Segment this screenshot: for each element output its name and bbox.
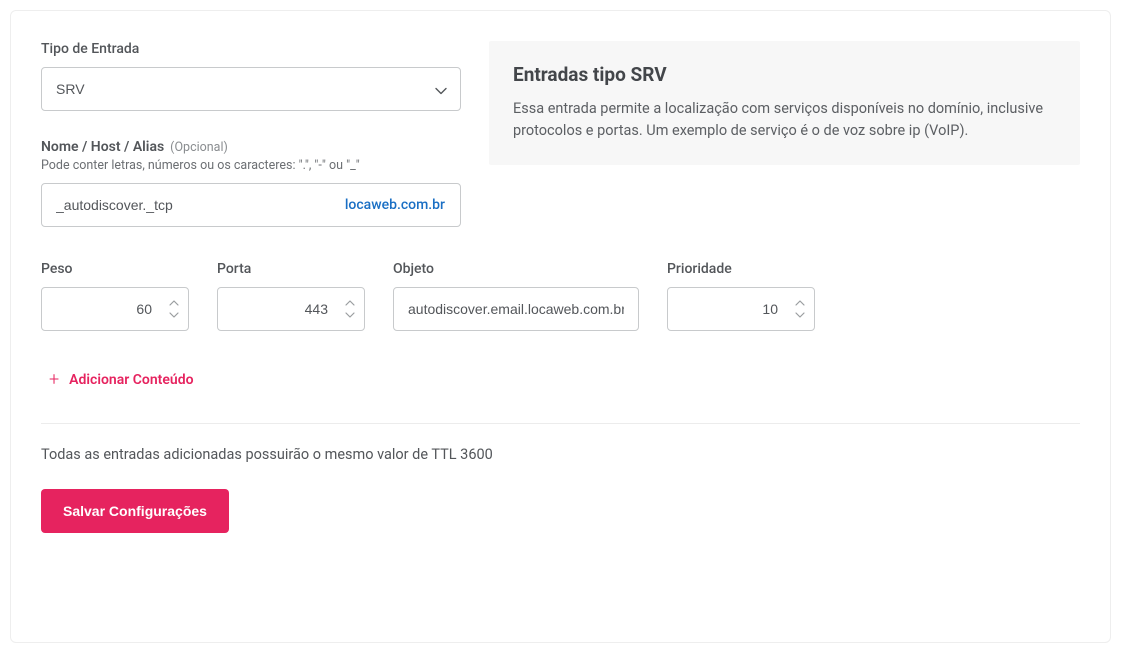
host-label: Nome / Host / Alias	[41, 139, 164, 155]
porta-field: Porta	[217, 261, 365, 331]
top-row: Tipo de Entrada Nome / Host / Alias (Opc…	[41, 41, 1080, 227]
peso-label: Peso	[41, 261, 189, 277]
prioridade-input-wrap	[667, 287, 815, 331]
host-optional: (Opcional)	[170, 140, 228, 155]
prioridade-step-up[interactable]	[793, 298, 807, 308]
peso-field: Peso	[41, 261, 189, 331]
porta-label: Porta	[217, 261, 365, 277]
ttl-note: Todas as entradas adicionadas possuirão …	[41, 446, 1080, 463]
entry-type-select-wrap	[41, 67, 461, 111]
entry-type-select[interactable]	[41, 67, 461, 111]
dns-entry-card: Tipo de Entrada Nome / Host / Alias (Opc…	[10, 10, 1111, 643]
host-input-wrap: locaweb.com.br	[41, 183, 461, 227]
porta-input-wrap	[217, 287, 365, 331]
host-label-row: Nome / Host / Alias (Opcional)	[41, 139, 461, 155]
prioridade-label: Prioridade	[667, 261, 815, 277]
info-panel-description: Essa entrada permite a localização com s…	[513, 98, 1056, 143]
fields-row: Peso Porta Objeto	[41, 261, 1080, 331]
prioridade-stepper	[793, 298, 807, 320]
add-content-button[interactable]: + Adicionar Conteúdo	[41, 371, 1080, 389]
porta-stepper	[343, 298, 357, 320]
host-hint: Pode conter letras, números ou os caract…	[41, 158, 461, 173]
info-panel-title: Entradas tipo SRV	[513, 63, 1056, 86]
plus-icon: +	[49, 371, 59, 389]
peso-step-down[interactable]	[167, 310, 181, 320]
add-content-label: Adicionar Conteúdo	[69, 372, 193, 388]
entry-type-label: Tipo de Entrada	[41, 41, 461, 57]
peso-step-up[interactable]	[167, 298, 181, 308]
porta-step-up[interactable]	[343, 298, 357, 308]
objeto-input[interactable]	[393, 287, 639, 331]
peso-stepper	[167, 298, 181, 320]
save-button[interactable]: Salvar Configurações	[41, 489, 229, 533]
prioridade-field: Prioridade	[667, 261, 815, 331]
objeto-field: Objeto	[393, 261, 639, 331]
host-section: Nome / Host / Alias (Opcional) Pode cont…	[41, 139, 461, 227]
objeto-label: Objeto	[393, 261, 639, 277]
divider	[41, 423, 1080, 424]
prioridade-step-down[interactable]	[793, 310, 807, 320]
peso-input-wrap	[41, 287, 189, 331]
entry-type-section: Tipo de Entrada Nome / Host / Alias (Opc…	[41, 41, 461, 227]
info-panel: Entradas tipo SRV Essa entrada permite a…	[489, 41, 1080, 165]
porta-step-down[interactable]	[343, 310, 357, 320]
domain-suffix: locaweb.com.br	[345, 197, 445, 213]
